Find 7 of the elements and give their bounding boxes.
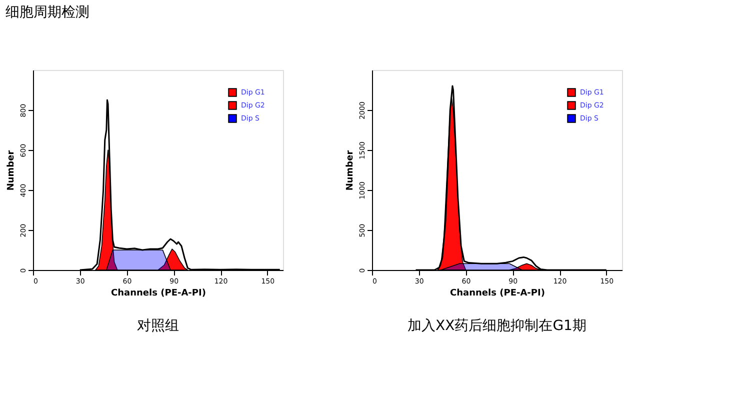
x-axis-title: Channels (PE-A-PI) [111,288,206,298]
y-axis-title: Number [6,150,16,191]
text: 加入XX药后细胞抑制在G1期 [408,318,586,334]
y-axis-title: Number [346,150,356,191]
x-axis-title: Channels (PE-A-PI) [450,288,545,298]
chart-title: 细胞周期检测 [6,4,90,20]
text: 对照组 [137,318,179,334]
